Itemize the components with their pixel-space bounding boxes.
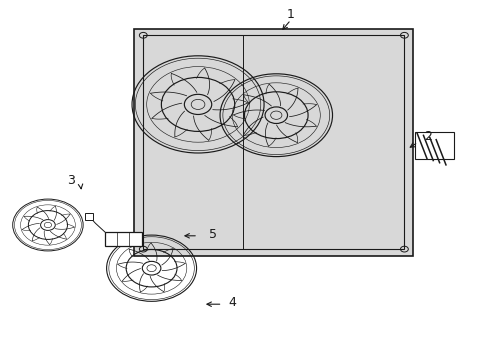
Bar — [134, 29, 412, 256]
Bar — [143, 35, 404, 249]
Text: 5: 5 — [208, 228, 216, 240]
Text: 4: 4 — [228, 296, 236, 309]
Text: 1: 1 — [286, 8, 294, 21]
Text: 3: 3 — [67, 174, 75, 186]
Text: 2: 2 — [423, 130, 431, 143]
Bar — [105, 232, 142, 246]
Bar — [84, 213, 93, 220]
